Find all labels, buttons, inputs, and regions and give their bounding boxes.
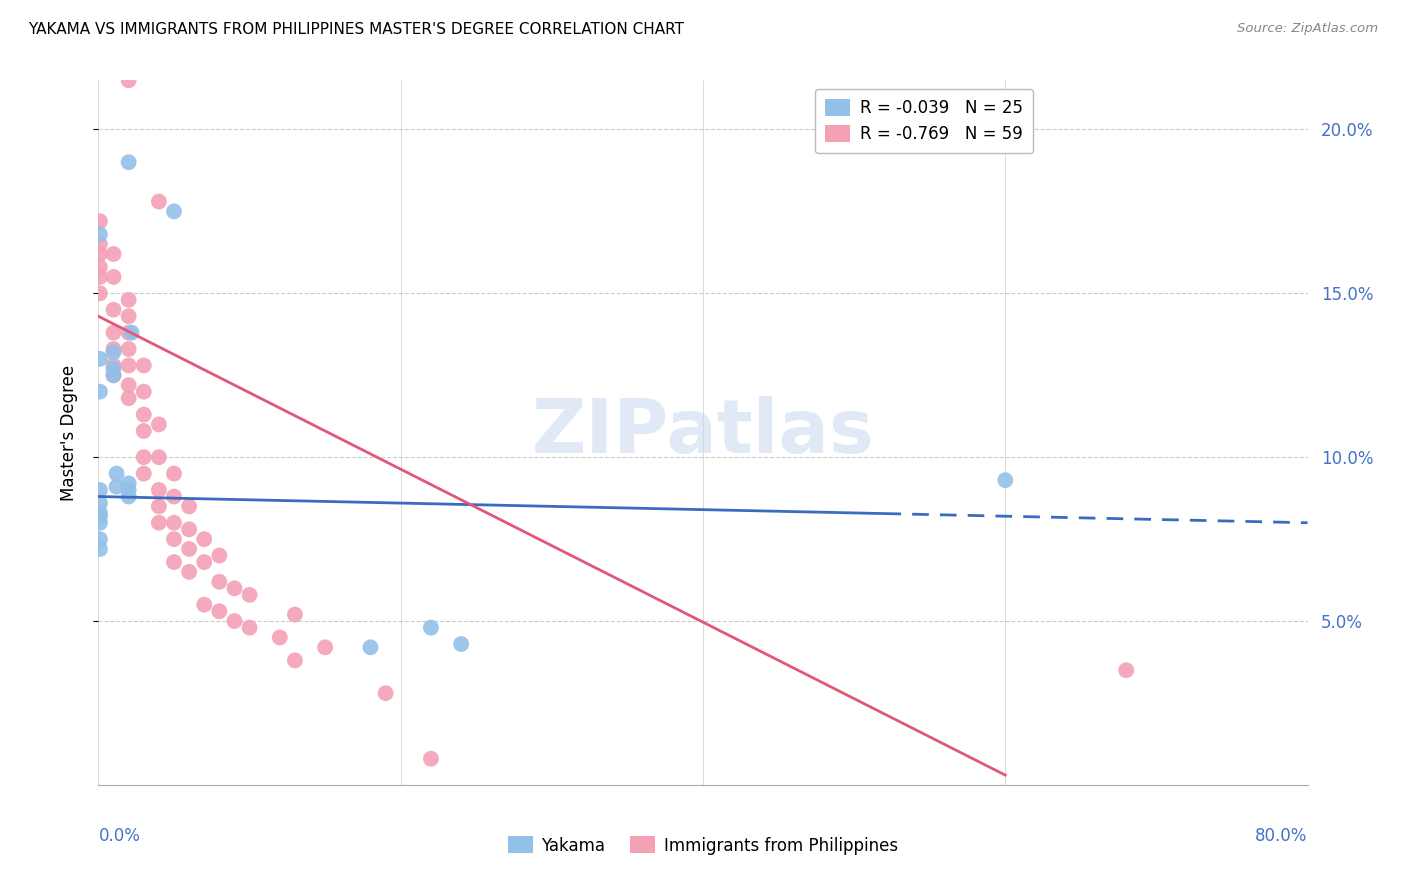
Point (118, 73, 141, 87)
Point (163, 467, 186, 481)
Point (89, 237, 111, 252)
Point (103, 342, 125, 356)
Point (103, 368, 125, 383)
Point (118, 378, 141, 392)
Point (994, 473, 1017, 487)
Point (239, 621, 262, 635)
Point (420, 752, 443, 766)
Point (103, 302, 125, 317)
Point (179, 500, 201, 514)
Point (118, 342, 141, 356)
Point (118, 391, 141, 405)
Point (89, 247, 111, 261)
Point (224, 614, 246, 628)
Point (103, 247, 125, 261)
Point (105, 467, 128, 481)
Point (193, 555, 215, 569)
Point (148, 450, 170, 465)
Point (118, 155, 141, 169)
Point (132, 408, 155, 422)
Point (420, 621, 443, 635)
Point (89, 496, 111, 510)
Point (89, 516, 111, 530)
Point (89, 532, 111, 546)
Legend: Yakama, Immigrants from Philippines: Yakama, Immigrants from Philippines (502, 830, 904, 861)
Point (103, 326, 125, 340)
Point (148, 417, 170, 432)
Point (118, 310, 141, 324)
Point (148, 483, 170, 497)
Point (284, 653, 307, 667)
Point (314, 640, 336, 655)
Point (89, 227, 111, 242)
Point (208, 574, 231, 589)
Point (118, 476, 141, 491)
Point (103, 345, 125, 359)
Point (89, 509, 111, 524)
Point (89, 483, 111, 497)
Point (132, 384, 155, 399)
Point (374, 686, 396, 700)
Point (103, 368, 125, 383)
Text: 80.0%: 80.0% (1256, 827, 1308, 846)
Text: YAKAMA VS IMMIGRANTS FROM PHILIPPINES MASTER'S DEGREE CORRELATION CHART: YAKAMA VS IMMIGRANTS FROM PHILIPPINES MA… (28, 22, 685, 37)
Point (89, 286, 111, 301)
Point (103, 359, 125, 373)
Point (118, 293, 141, 307)
Point (103, 269, 125, 284)
Point (284, 607, 307, 622)
Point (179, 565, 201, 579)
Text: Source: ZipAtlas.com: Source: ZipAtlas.com (1237, 22, 1378, 36)
Point (89, 541, 111, 556)
Point (132, 359, 155, 373)
Point (148, 194, 170, 209)
Point (103, 361, 125, 376)
Point (163, 490, 186, 504)
Y-axis label: Master's Degree: Master's Degree (59, 365, 77, 500)
Point (89, 506, 111, 520)
Point (118, 483, 141, 497)
Point (118, 326, 141, 340)
Point (239, 588, 262, 602)
Point (208, 549, 231, 563)
Point (89, 269, 111, 284)
Point (224, 582, 246, 596)
Point (163, 555, 186, 569)
Point (132, 467, 155, 481)
Point (148, 516, 170, 530)
Point (89, 260, 111, 274)
Point (193, 598, 215, 612)
Point (450, 637, 472, 651)
Point (89, 214, 111, 228)
Point (179, 541, 201, 556)
Point (118, 490, 141, 504)
Point (89, 384, 111, 399)
Point (208, 604, 231, 618)
Point (269, 631, 291, 645)
Point (105, 480, 128, 494)
Point (148, 500, 170, 514)
Point (193, 532, 215, 546)
Point (179, 522, 201, 536)
Text: 0.0%: 0.0% (98, 827, 141, 846)
Point (121, 326, 143, 340)
Text: ZIPatlas: ZIPatlas (531, 396, 875, 469)
Point (163, 532, 186, 546)
Point (360, 640, 382, 655)
Point (132, 424, 155, 438)
Point (163, 204, 186, 219)
Point (89, 351, 111, 366)
Point (118, 359, 141, 373)
Point (132, 450, 155, 465)
Point (1115, 663, 1137, 677)
Point (163, 516, 186, 530)
